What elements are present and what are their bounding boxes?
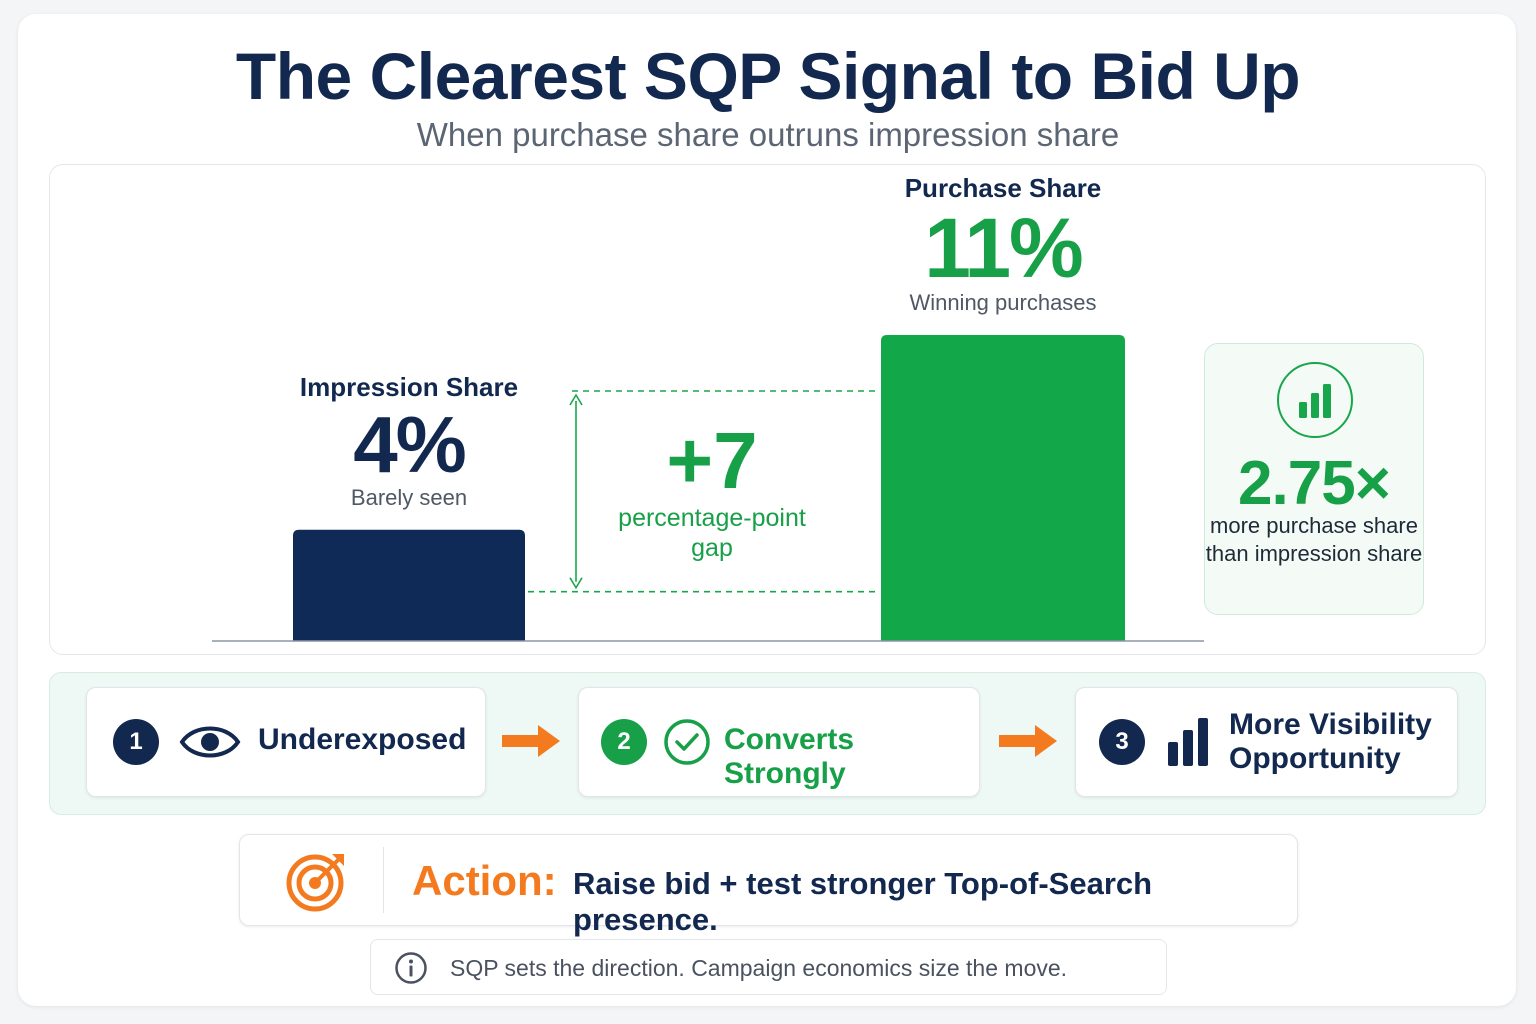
sublabel-impression-share: Barely seen (350, 484, 468, 510)
category-label-impression-share: Impression Share (299, 371, 519, 402)
step-label-2: Converts Strongly (724, 723, 855, 790)
value-label-purchase-share: 11% (924, 201, 1084, 295)
arrow-right-icon (500, 722, 562, 765)
page-subtitle: When purchase share outruns impression s… (416, 116, 1120, 153)
ratio-card: 2.75× more purchase share than impressio… (1204, 343, 1424, 615)
gap-text: percentage-point gap (618, 504, 806, 562)
sublabel-purchase-share: Winning purchases (909, 290, 1097, 315)
ratio-text: more purchase share than impression shar… (1205, 513, 1423, 566)
category-label-purchase-share: Purchase Share (904, 173, 1102, 203)
action-box: Action: Raise bid + test stronger Top-of… (239, 834, 1298, 937)
page-title: The Clearest SQP Signal to Bid Up (235, 39, 1301, 113)
bar-chart-icon (1277, 362, 1353, 438)
target-icon (286, 850, 348, 917)
purchase-share-label-group: Purchase Share 11% Winning purchases (853, 173, 1153, 316)
step-3-card: 3 More Visibility Opportunity (1075, 687, 1458, 797)
info-icon (394, 951, 428, 990)
step-number-2: 2 (601, 719, 647, 765)
value-label-impression-share: 4% (353, 399, 467, 489)
impression-share-label-group: Impression Share 4% Barely seen (259, 372, 559, 511)
action-label: Action: (412, 857, 557, 904)
arrow-right-icon (997, 722, 1059, 765)
share-bar-chart (212, 335, 1204, 642)
action-divider (383, 847, 384, 913)
bar-impression-share (293, 529, 525, 641)
step-number-3: 3 (1099, 719, 1145, 765)
step-label-3: More Visibility Opportunity (1229, 708, 1432, 775)
gap-annotation: +7 percentage-point gap (597, 421, 827, 563)
bar-chart-icon (1166, 716, 1212, 773)
step-label-1: Underexposed (258, 723, 467, 756)
chart-panel: Impression Share 4% Barely seen Purchase… (49, 164, 1486, 655)
gap-value: +7 (666, 416, 758, 505)
check-circle-icon (663, 718, 711, 771)
step-2-card: 2 Converts Strongly (578, 687, 980, 797)
action-text: Raise bid + test stronger Top-of-Search … (573, 866, 1153, 937)
eye-icon (179, 718, 241, 771)
ratio-value: 2.75× (1238, 449, 1391, 518)
footnote-box: SQP sets the direction. Campaign economi… (370, 939, 1167, 995)
step-1-card: 1 Underexposed (86, 687, 486, 797)
gap-arrow-head-down (569, 577, 583, 590)
footnote-text: SQP sets the direction. Campaign economi… (450, 955, 1068, 981)
step-number-1: 1 (113, 719, 159, 765)
bar-purchase-share (881, 335, 1125, 641)
gap-arrow-head-up (569, 393, 583, 406)
